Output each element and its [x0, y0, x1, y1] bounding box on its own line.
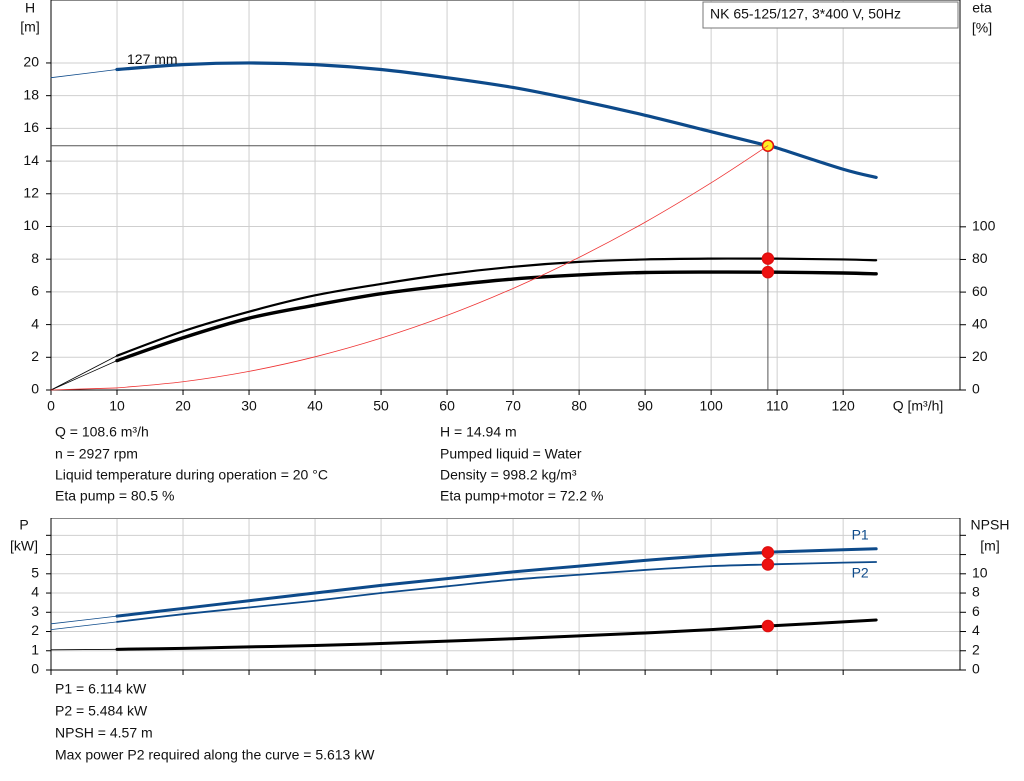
- y2-tick-label: 40: [972, 315, 988, 331]
- x-tick-label: 120: [831, 398, 855, 414]
- y2-tick-label: 100: [972, 218, 996, 234]
- info-text: Pumped liquid = Water: [440, 446, 582, 462]
- duty-point: [761, 558, 775, 571]
- info-text: Liquid temperature during operation = 20…: [55, 467, 328, 483]
- curve-label: P2: [852, 565, 869, 581]
- y2-axis-unit: [m]: [980, 538, 999, 554]
- info-text: Eta pump = 80.5 %: [55, 488, 174, 504]
- y2-tick-label: 60: [972, 283, 988, 299]
- y-axis-title: H: [25, 0, 35, 16]
- y2-tick-label: 80: [972, 250, 988, 266]
- curve-lead-in: [50, 69, 118, 79]
- plot-area: [51, 518, 960, 670]
- y-tick-label: 18: [23, 86, 39, 102]
- info-text: n = 2927 rpm: [55, 446, 138, 462]
- curve-lead-in: [50, 360, 118, 391]
- curve-lead-in: [50, 387, 118, 391]
- info-text: Eta pump+motor = 72.2 %: [440, 488, 603, 504]
- y-tick-label: 2: [31, 622, 39, 638]
- info-text: Max power P2 required along the curve = …: [55, 747, 375, 763]
- x-tick-label: 30: [241, 398, 257, 414]
- x-tick-label: 40: [307, 398, 323, 414]
- x-tick-label: 0: [47, 398, 55, 414]
- info-text: P2 = 5.484 kW: [55, 703, 148, 719]
- y2-tick-label: 0: [972, 381, 980, 397]
- curve-lead-in: [50, 615, 118, 625]
- info-text: P1 = 6.114 kW: [55, 681, 147, 697]
- y-tick-label: 16: [23, 119, 39, 135]
- y-axis-unit: [m]: [20, 19, 39, 35]
- y-tick-label: 6: [31, 283, 39, 299]
- duty-point: [761, 619, 775, 633]
- y2-axis-unit: [%]: [972, 20, 992, 36]
- y-axis-title: P: [19, 517, 28, 533]
- x-tick-label: 70: [505, 398, 521, 414]
- title-box: [702, 1, 959, 29]
- curve: [116, 145, 769, 389]
- duty-point: [761, 265, 775, 279]
- y-tick-label: 1: [31, 641, 39, 657]
- duty-point: [761, 546, 775, 559]
- duty-point: [761, 252, 775, 265]
- y-tick-label: 10: [23, 217, 39, 233]
- x-tick-label: 60: [439, 398, 455, 414]
- x-tick-label: 100: [699, 398, 723, 414]
- curve-lead-in: [50, 621, 118, 630]
- y-tick-label: 20: [23, 54, 39, 70]
- curve-label: P1: [852, 526, 869, 542]
- y2-tick-label: 20: [972, 348, 988, 364]
- x-tick-label: 20: [175, 398, 191, 414]
- y-tick-label: 8: [31, 250, 39, 266]
- x-tick-label: 80: [571, 398, 587, 414]
- info-text: NPSH = 4.57 m: [55, 725, 153, 741]
- x-tick-label: 10: [109, 398, 125, 414]
- y2-axis-title: eta: [972, 0, 992, 16]
- x-tick-label: 90: [637, 398, 653, 414]
- curve-label: 127 mm: [127, 51, 178, 67]
- info-text: Density = 998.2 kg/m³: [440, 467, 577, 483]
- info-text: Q = 108.6 m³/h: [55, 424, 149, 440]
- y-axis-unit: [kW]: [10, 538, 38, 554]
- y2-tick-label: 4: [972, 622, 980, 638]
- y2-axis-title: NPSH: [971, 517, 1010, 533]
- y-tick-label: 2: [31, 348, 39, 364]
- y-tick-label: 4: [31, 584, 39, 600]
- x-axis-title: Q [m³/h]: [893, 398, 944, 414]
- y2-tick-label: 8: [972, 584, 980, 600]
- y2-tick-label: 2: [972, 641, 980, 657]
- y-tick-label: 0: [31, 381, 39, 397]
- x-tick-label: 50: [373, 398, 389, 414]
- x-tick-label: 110: [766, 398, 789, 414]
- info-text: H = 14.94 m: [440, 424, 517, 440]
- y-tick-label: 12: [23, 184, 39, 200]
- y2-tick-label: 6: [972, 603, 980, 619]
- y-tick-label: 4: [31, 315, 39, 331]
- y2-tick-label: 10: [972, 565, 988, 581]
- y-tick-label: 3: [31, 603, 39, 619]
- y-tick-label: 5: [31, 565, 39, 581]
- chart-title: NK 65-125/127, 3*400 V, 50Hz: [710, 6, 901, 22]
- y2-tick-label: 0: [972, 661, 980, 677]
- y-tick-label: 0: [31, 661, 39, 677]
- plot-area: [51, 0, 960, 390]
- y-tick-label: 14: [23, 152, 39, 168]
